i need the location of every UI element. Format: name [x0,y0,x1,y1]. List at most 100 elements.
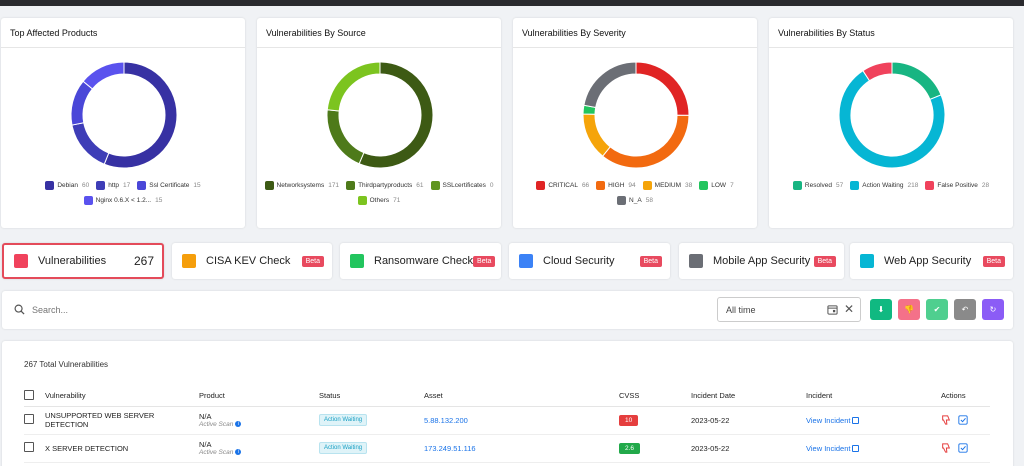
calendar-icon[interactable] [827,304,838,315]
donut-slice-resolved[interactable] [891,61,942,101]
asset-link[interactable]: 173.249.51.116 [424,443,476,453]
tab-vulnerabilities[interactable]: Vulnerabilities 267 [2,243,164,279]
donut-slice-networksystems[interactable] [358,61,434,169]
resolve-checkbox-icon[interactable] [958,443,968,453]
column-header[interactable]: Asset [424,386,619,407]
incident-date: 2023-05-22 [691,434,806,463]
legend-swatch [45,181,55,190]
tab-cisa-kev-check[interactable]: CISA KEV Check Beta [172,243,332,279]
legend-item[interactable]: http 17 [96,181,130,190]
legend-label: False Positive [937,182,978,189]
product-source: Active Scan [199,421,234,428]
undo-button[interactable]: ↶ [954,299,976,320]
external-link-icon[interactable] [852,417,860,425]
legend-item[interactable]: Resolved 57 [792,181,844,190]
row-checkbox[interactable] [24,414,34,424]
mark-resolved-button[interactable]: ✔ [926,299,948,320]
search-input[interactable] [32,300,332,320]
status-badge: Action Waiting [319,442,368,454]
donut-slice-medium[interactable] [582,113,611,157]
tab-label: Mobile App Security [713,255,811,267]
column-header[interactable]: Vulnerability [45,386,199,407]
vulnerabilities-table-card: 267 Total Vulnerabilities Vulnerability … [2,341,1013,466]
donut-slice-ssl-certificate[interactable] [70,80,94,126]
legend-label: http [108,182,120,189]
tab-count: 267 [133,254,154,268]
download-button[interactable]: ⬇ [870,299,892,320]
incident-date: 2023-05-22 [691,406,806,435]
external-link-icon[interactable] [852,445,860,453]
row-checkbox[interactable] [24,442,34,452]
donut-slice-critical[interactable] [635,61,690,116]
download-icon: ⬇ [877,305,885,314]
info-icon[interactable]: i [235,449,242,456]
donut-slice-http[interactable] [71,122,110,165]
legend-item[interactable]: Others 71 [357,196,400,205]
legend-item[interactable]: LOW 7 [699,181,734,190]
legend-swatch [792,181,802,190]
donut-slice-nginx-0-6-x-1-2[interactable] [82,61,125,90]
column-header[interactable]: Product [199,386,319,407]
select-all-checkbox[interactable] [24,389,34,400]
refresh-icon: ↻ [989,305,997,314]
legend-item[interactable]: SSLcertificates 0 [430,181,494,190]
false-positive-icon[interactable] [941,415,951,425]
legend-item[interactable]: MEDIUM 38 [642,181,692,190]
info-icon[interactable]: i [235,421,242,428]
false-positive-icon[interactable] [941,443,951,453]
legend-swatch [137,181,147,190]
legend-item[interactable]: Debian 60 [45,181,89,190]
tab-ransomware-check[interactable]: Ransomware Check Beta [340,243,501,279]
legend-item[interactable]: Networksystems 171 [264,181,339,190]
chart-legend: CRITICAL 66 HIGH 94 MEDIUM 38 LOW 7 N_A 58 [517,181,753,205]
legend-item[interactable]: Nginx 0.6.X < 1.2... 15 [83,196,162,205]
legend-label: Debian [57,182,78,189]
legend-label: Thirdpartyproducts [358,182,413,189]
donut-slice-false-positive[interactable] [862,61,893,82]
column-header[interactable]: Status [319,386,424,407]
filter-bar: All time ✕ ⬇ 👎 ✔ ↶ ↻ [2,291,1013,329]
legend-item[interactable]: Action Waiting 218 [850,181,918,190]
view-incident-link[interactable]: View Incident [806,443,851,453]
false-positive-icon: 👎 [904,305,914,314]
refresh-button[interactable]: ↻ [982,299,1004,320]
legend-item[interactable]: N_A 58 [617,196,653,205]
donut-slice-others[interactable] [326,61,381,112]
legend-item[interactable]: HIGH 94 [596,181,636,190]
donut-slice-action-waiting[interactable] [838,69,946,169]
beta-badge: Beta [639,255,662,267]
legend-count: 0 [489,182,494,189]
view-incident-link[interactable]: View Incident [806,415,851,425]
donut-slice-thirdpartyproducts[interactable] [326,109,365,165]
legend-item[interactable]: Thirdpartyproducts 61 [346,181,424,190]
legend-item[interactable]: CRITICAL 66 [536,181,589,190]
legend-count: 57 [836,182,844,189]
date-range-picker[interactable]: All time ✕ [717,297,861,322]
legend-item[interactable]: False Positive 28 [925,181,989,190]
column-header[interactable]: CVSS [619,386,691,407]
donut-chart [582,61,690,169]
donut-slice-high[interactable] [601,114,690,169]
legend-label: CRITICAL [548,182,578,189]
legend-count: 58 [645,197,653,204]
tab-label: Ransomware Check [374,255,474,267]
legend-item[interactable]: Ssl Certificate 15 [137,181,201,190]
asset-link[interactable]: 5.88.132.200 [424,415,468,425]
clear-date-icon[interactable]: ✕ [843,302,854,316]
column-header[interactable]: Incident Date [691,386,806,407]
table-row[interactable]: X SERVER DETECTION N/A Active Scan i Acti… [24,434,990,463]
mark-false-positive-button[interactable]: 👎 [898,299,920,320]
resolve-checkbox-icon[interactable] [958,415,968,425]
column-header[interactable]: Incident [806,386,941,407]
tab-mobile-app-security[interactable]: Mobile App Security Beta [679,243,844,279]
chart-card-top-affected-products: Top Affected Products Debian 60 http 17 Ssl … [1,18,245,228]
tab-label: Vulnerabilities [38,255,107,267]
tab-web-app-security[interactable]: Web App Security Beta [850,243,1013,279]
legend-label: HIGH [608,182,625,189]
table-row[interactable]: UNSUPPORTED WEB SERVER DETECTION N/A Act… [24,406,990,435]
donut-slice-debian[interactable] [103,61,178,169]
undo-icon: ↶ [961,305,969,314]
tab-cloud-security[interactable]: Cloud Security Beta [509,243,670,279]
product-value: N/A [199,440,212,449]
donut-slice-n-a[interactable] [583,61,637,109]
